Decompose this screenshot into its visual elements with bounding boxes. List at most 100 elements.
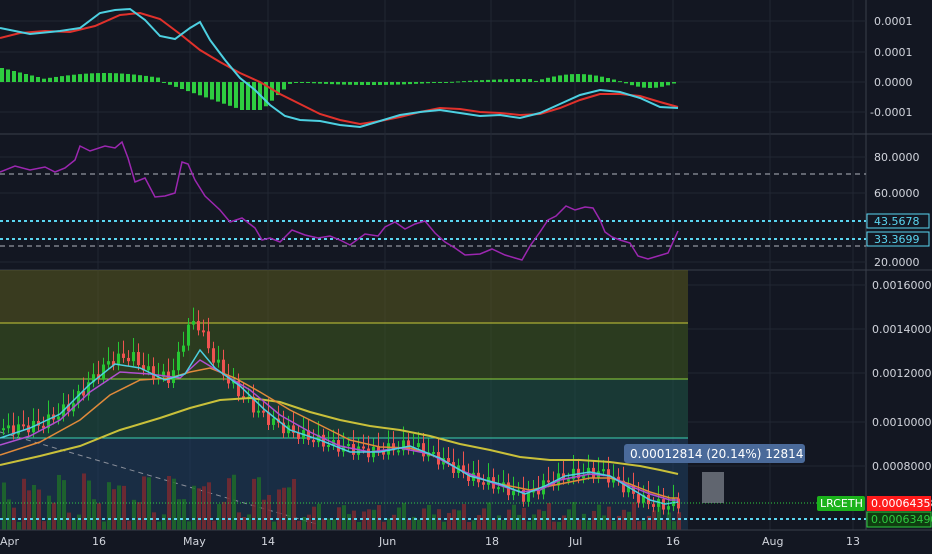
volume-bar [477, 515, 481, 530]
volume-bar [2, 482, 6, 530]
macd-histogram-bar [564, 74, 568, 82]
macd-histogram-bar [672, 82, 676, 84]
price-axis-label: 0.00160000 [872, 279, 932, 292]
candle-body [452, 462, 455, 473]
candle-body [12, 425, 15, 435]
candle-body [642, 494, 645, 503]
candle-body [57, 416, 60, 420]
candle-body [412, 447, 415, 450]
volume-bar [407, 518, 411, 530]
time-axis-label: 16 [666, 535, 680, 548]
volume-bar [507, 509, 511, 530]
fib-zone[interactable] [0, 379, 688, 438]
macd-histogram-bar [648, 82, 652, 88]
projection-box[interactable] [702, 472, 724, 503]
candle-body [432, 451, 435, 454]
volume-bar [47, 495, 51, 530]
macd-histogram-bar [432, 82, 436, 83]
macd-histogram-bar [84, 73, 88, 82]
measure-tooltip-text: 0.00012814 (20.14%) 12814 [630, 447, 803, 461]
candle-body [312, 439, 315, 443]
candle-body [2, 428, 5, 431]
volume-bar [427, 504, 431, 530]
macd-histogram-bar [654, 82, 658, 88]
rsi-upper-level-tag [866, 213, 930, 229]
volume-bar [647, 515, 651, 530]
macd-histogram-bar [234, 82, 238, 108]
time-axis-label: Jul [568, 535, 582, 548]
volume-bar [652, 510, 656, 530]
candle-body [162, 371, 165, 377]
volume-bar [107, 482, 111, 530]
volume-bar [577, 519, 581, 530]
candle-body [397, 450, 400, 453]
rsi-line [0, 140, 679, 261]
volume-bar [512, 504, 516, 530]
fib-zone[interactable] [0, 270, 688, 323]
volume-bar [432, 514, 436, 530]
volume-bar [492, 519, 496, 530]
macd-histogram-bar [348, 82, 352, 85]
macd-histogram-bar [516, 79, 520, 82]
volume-bar [552, 521, 556, 530]
macd-histogram-bar [30, 75, 34, 82]
candle-body [447, 458, 450, 463]
macd-histogram-bar [60, 76, 64, 82]
macd-histogram-bar [126, 73, 130, 82]
volume-bar [332, 519, 336, 530]
rsi-grid [0, 156, 866, 263]
candle-body [87, 382, 90, 396]
candle-body [602, 469, 605, 472]
macd-histogram-bar [54, 76, 58, 82]
volume-bar [677, 512, 681, 530]
candle-body [222, 359, 225, 376]
candle-body [227, 375, 230, 384]
macd-histogram-bar [570, 74, 574, 82]
rsi-upper-level-value: 43.5678 [874, 215, 920, 228]
candle-body [527, 492, 530, 502]
macd-histogram-bar [540, 79, 544, 82]
candle-body [567, 479, 570, 482]
symbol-label: LRCETH [820, 497, 863, 510]
price-pane[interactable]: 0.00012814 (20.14%) 12814 0.00160000 0.0… [0, 270, 932, 530]
macd-histogram-bar [522, 79, 526, 82]
rsi-pane[interactable]: 80.0000 60.0000 20.0000 43.5678 33.3699 [0, 140, 930, 269]
macd-histogram-bar [384, 82, 388, 85]
candle-body [417, 443, 420, 448]
macd-histogram-bar [276, 82, 280, 96]
macd-histogram-bar [48, 77, 52, 82]
candle-body [667, 506, 670, 510]
macd-histogram-bar [318, 82, 322, 84]
volume-bar [122, 485, 126, 530]
macd-histogram-bar [480, 80, 484, 82]
volume-bar [537, 509, 541, 530]
macd-histogram-bar [330, 82, 334, 85]
macd-histogram-bar [96, 73, 100, 82]
time-axis[interactable]: Apr 16 May 14 Jun 18 Jul 16 Aug 13 [0, 529, 932, 548]
candle-body [637, 493, 640, 503]
macd-histogram-bar [186, 82, 190, 92]
macd-pane[interactable]: 0.0001 0.0001 0.0000 -0.0001 [0, 7, 913, 129]
volume-bar [597, 504, 601, 530]
volume-bar [402, 503, 406, 530]
volume-bar [162, 514, 166, 530]
trendline[interactable] [0, 431, 321, 526]
macd-histogram-bar [354, 82, 358, 85]
candle-body [582, 475, 585, 479]
volume-bar [257, 477, 261, 530]
macd-histogram-bar [600, 76, 604, 82]
candle-body [17, 424, 20, 435]
candle-body [202, 330, 205, 333]
volume-bar [92, 499, 96, 530]
symbol-tag [817, 496, 865, 511]
price-axis-label: 0.00100000 [872, 416, 932, 429]
volume-bar [87, 480, 91, 530]
volume-bar [272, 521, 276, 530]
candle-body [292, 425, 295, 433]
volume-bar [382, 521, 386, 530]
fib-zone[interactable] [0, 323, 688, 379]
volume-bar [442, 521, 446, 530]
time-axis-label: Aug [762, 535, 783, 548]
